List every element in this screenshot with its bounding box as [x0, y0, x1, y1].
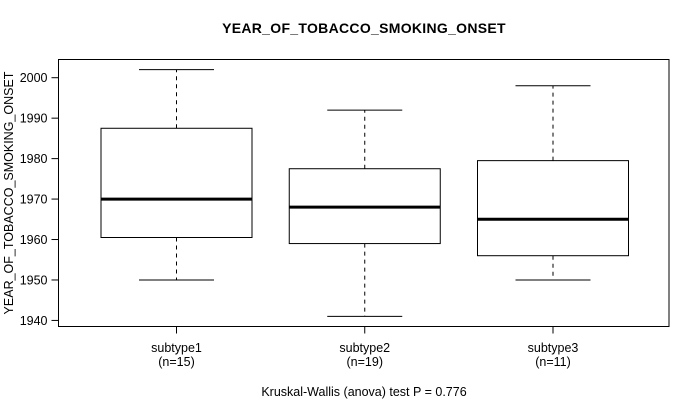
- y-tick-label: 2000: [20, 71, 48, 85]
- iqr-box: [477, 160, 629, 257]
- group-n-label: (n=19): [347, 355, 383, 369]
- y-tick-label: 1940: [20, 314, 48, 328]
- group-label: subtype2: [339, 341, 390, 355]
- plot-group: 1940195019601970198019902000subtype1(n=1…: [20, 59, 670, 369]
- group-n-label: (n=11): [535, 355, 571, 369]
- group-n-label: (n=15): [158, 355, 194, 369]
- y-tick-label: 1990: [20, 112, 48, 126]
- y-tick-label: 1970: [20, 193, 48, 207]
- y-axis-label: YEAR_OF_TOBACCO_SMOKING_ONSET: [2, 71, 16, 314]
- stats-annotation: Kruskal-Wallis (anova) test P = 0.776: [261, 385, 466, 399]
- y-tick-label: 1960: [20, 233, 48, 247]
- group-label: subtype3: [528, 341, 579, 355]
- plot-frame: [58, 59, 670, 327]
- y-tick-label: 1980: [20, 152, 48, 166]
- group-label: subtype1: [151, 341, 202, 355]
- iqr-box: [100, 127, 253, 238]
- chart-title: YEAR_OF_TOBACCO_SMOKING_ONSET: [222, 20, 506, 36]
- y-tick-label: 1950: [20, 273, 48, 287]
